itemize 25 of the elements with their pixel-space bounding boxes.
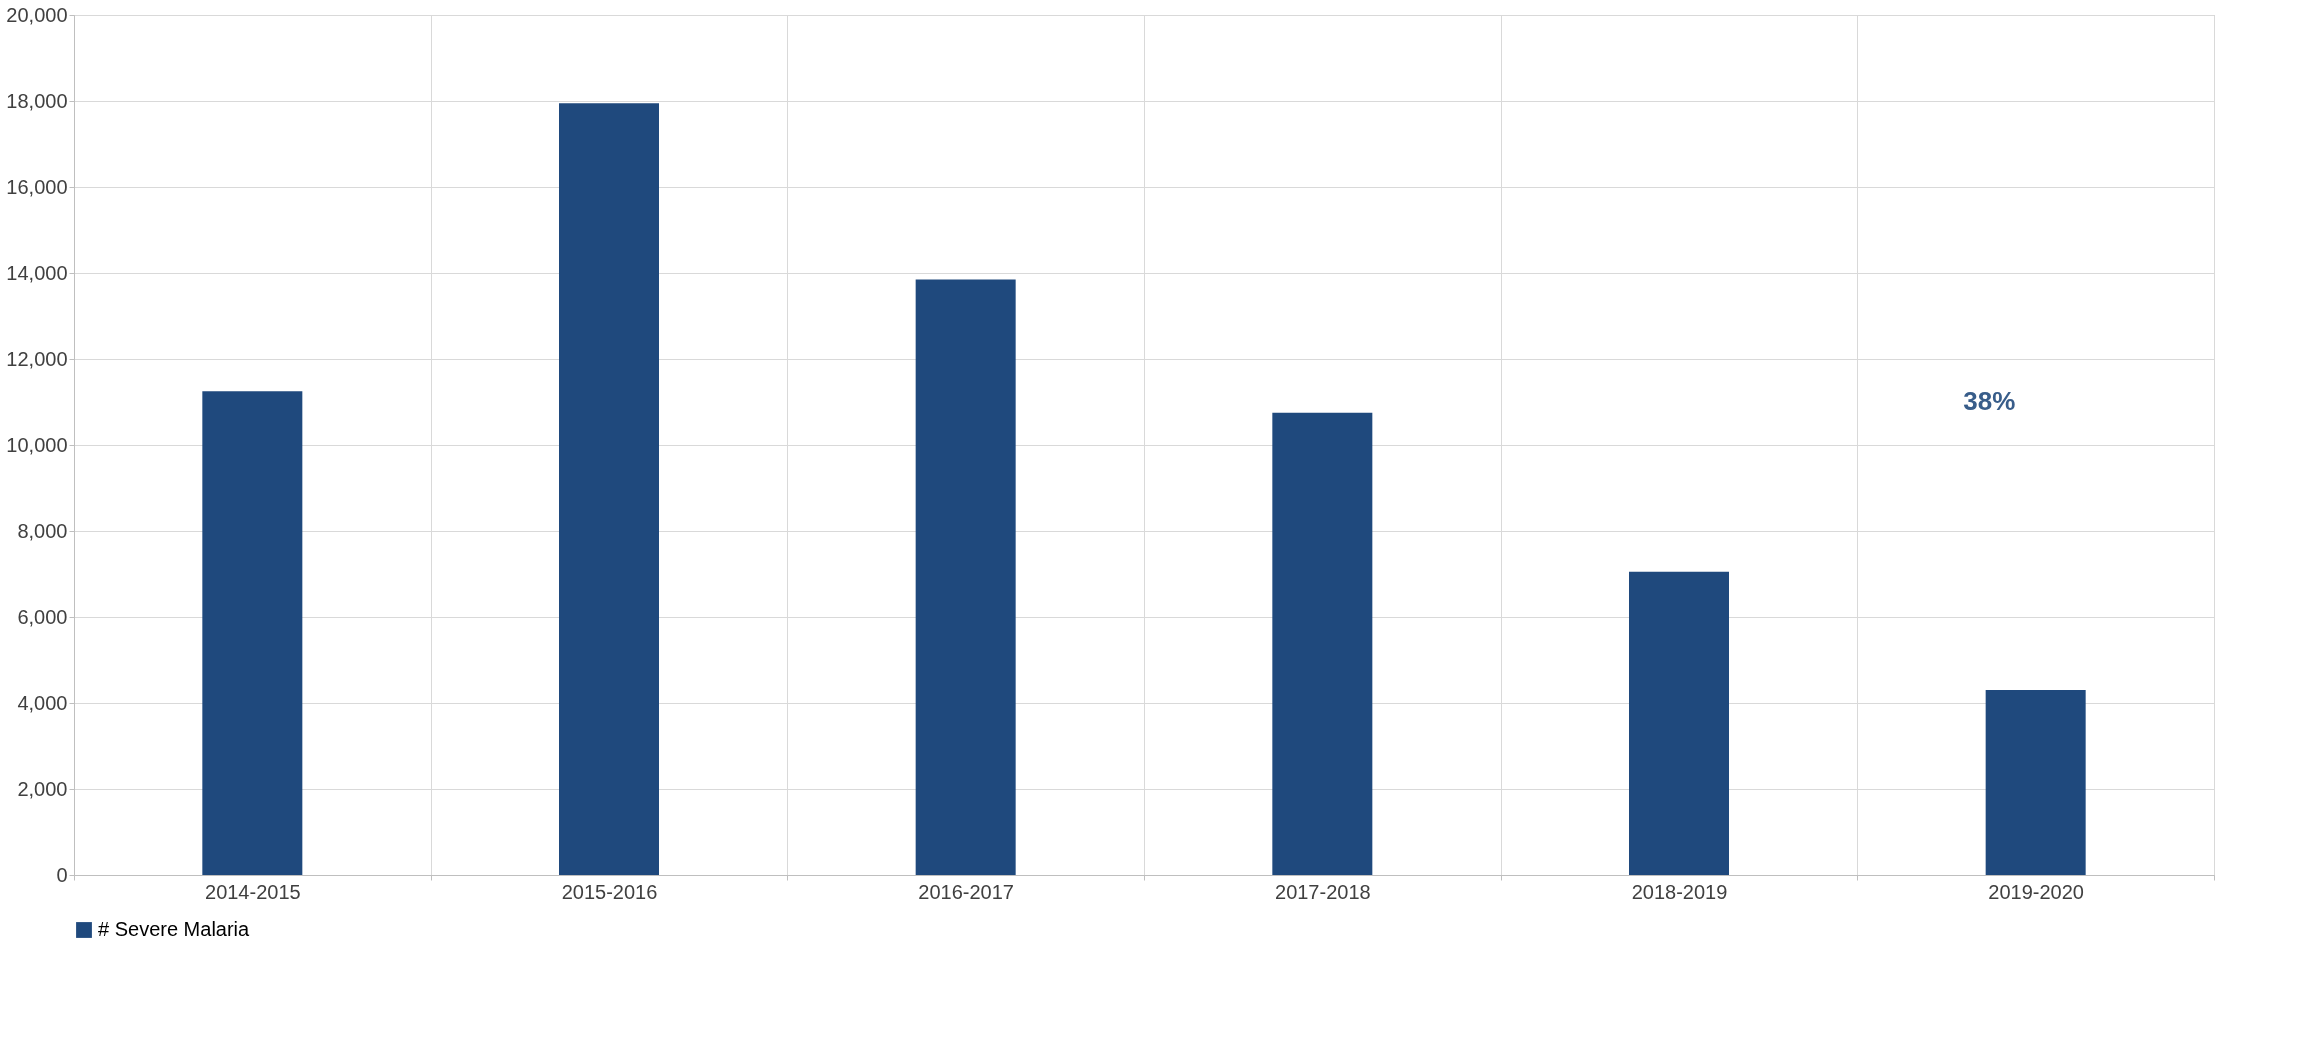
bar — [1272, 412, 1373, 875]
y-tick-label: 4,000 — [17, 691, 68, 714]
y-tick-label: 2,000 — [17, 777, 68, 800]
x-tick-label: 2018-2019 — [1631, 880, 1728, 903]
bar — [915, 279, 1016, 875]
y-tick-label: 6,000 — [17, 605, 68, 628]
x-tick-label: 2015-2016 — [561, 880, 658, 903]
y-tick-label: 12,000 — [6, 347, 68, 370]
y-tick-label: 16,000 — [6, 175, 68, 198]
x-tick-label: 2014-2015 — [205, 880, 301, 903]
annotation: 38% — [1963, 386, 2016, 416]
legend-label: # Severe Malaria — [98, 918, 251, 940]
y-tick-label: 20,000 — [6, 3, 68, 26]
x-tick-label: 2016-2017 — [918, 880, 1014, 903]
bar — [202, 391, 303, 875]
x-tick-label: 2017-2018 — [1275, 880, 1371, 903]
y-tick-label: 18,000 — [6, 89, 68, 112]
x-tick-label: 2019-2020 — [1988, 880, 2084, 903]
bar — [1985, 690, 2086, 875]
bar — [1629, 571, 1729, 875]
bar — [559, 103, 659, 875]
y-tick-label: 0 — [56, 863, 68, 886]
y-tick-label: 8,000 — [17, 519, 68, 542]
y-tick-label: 10,000 — [6, 433, 68, 456]
y-tick-label: 14,000 — [6, 261, 68, 284]
